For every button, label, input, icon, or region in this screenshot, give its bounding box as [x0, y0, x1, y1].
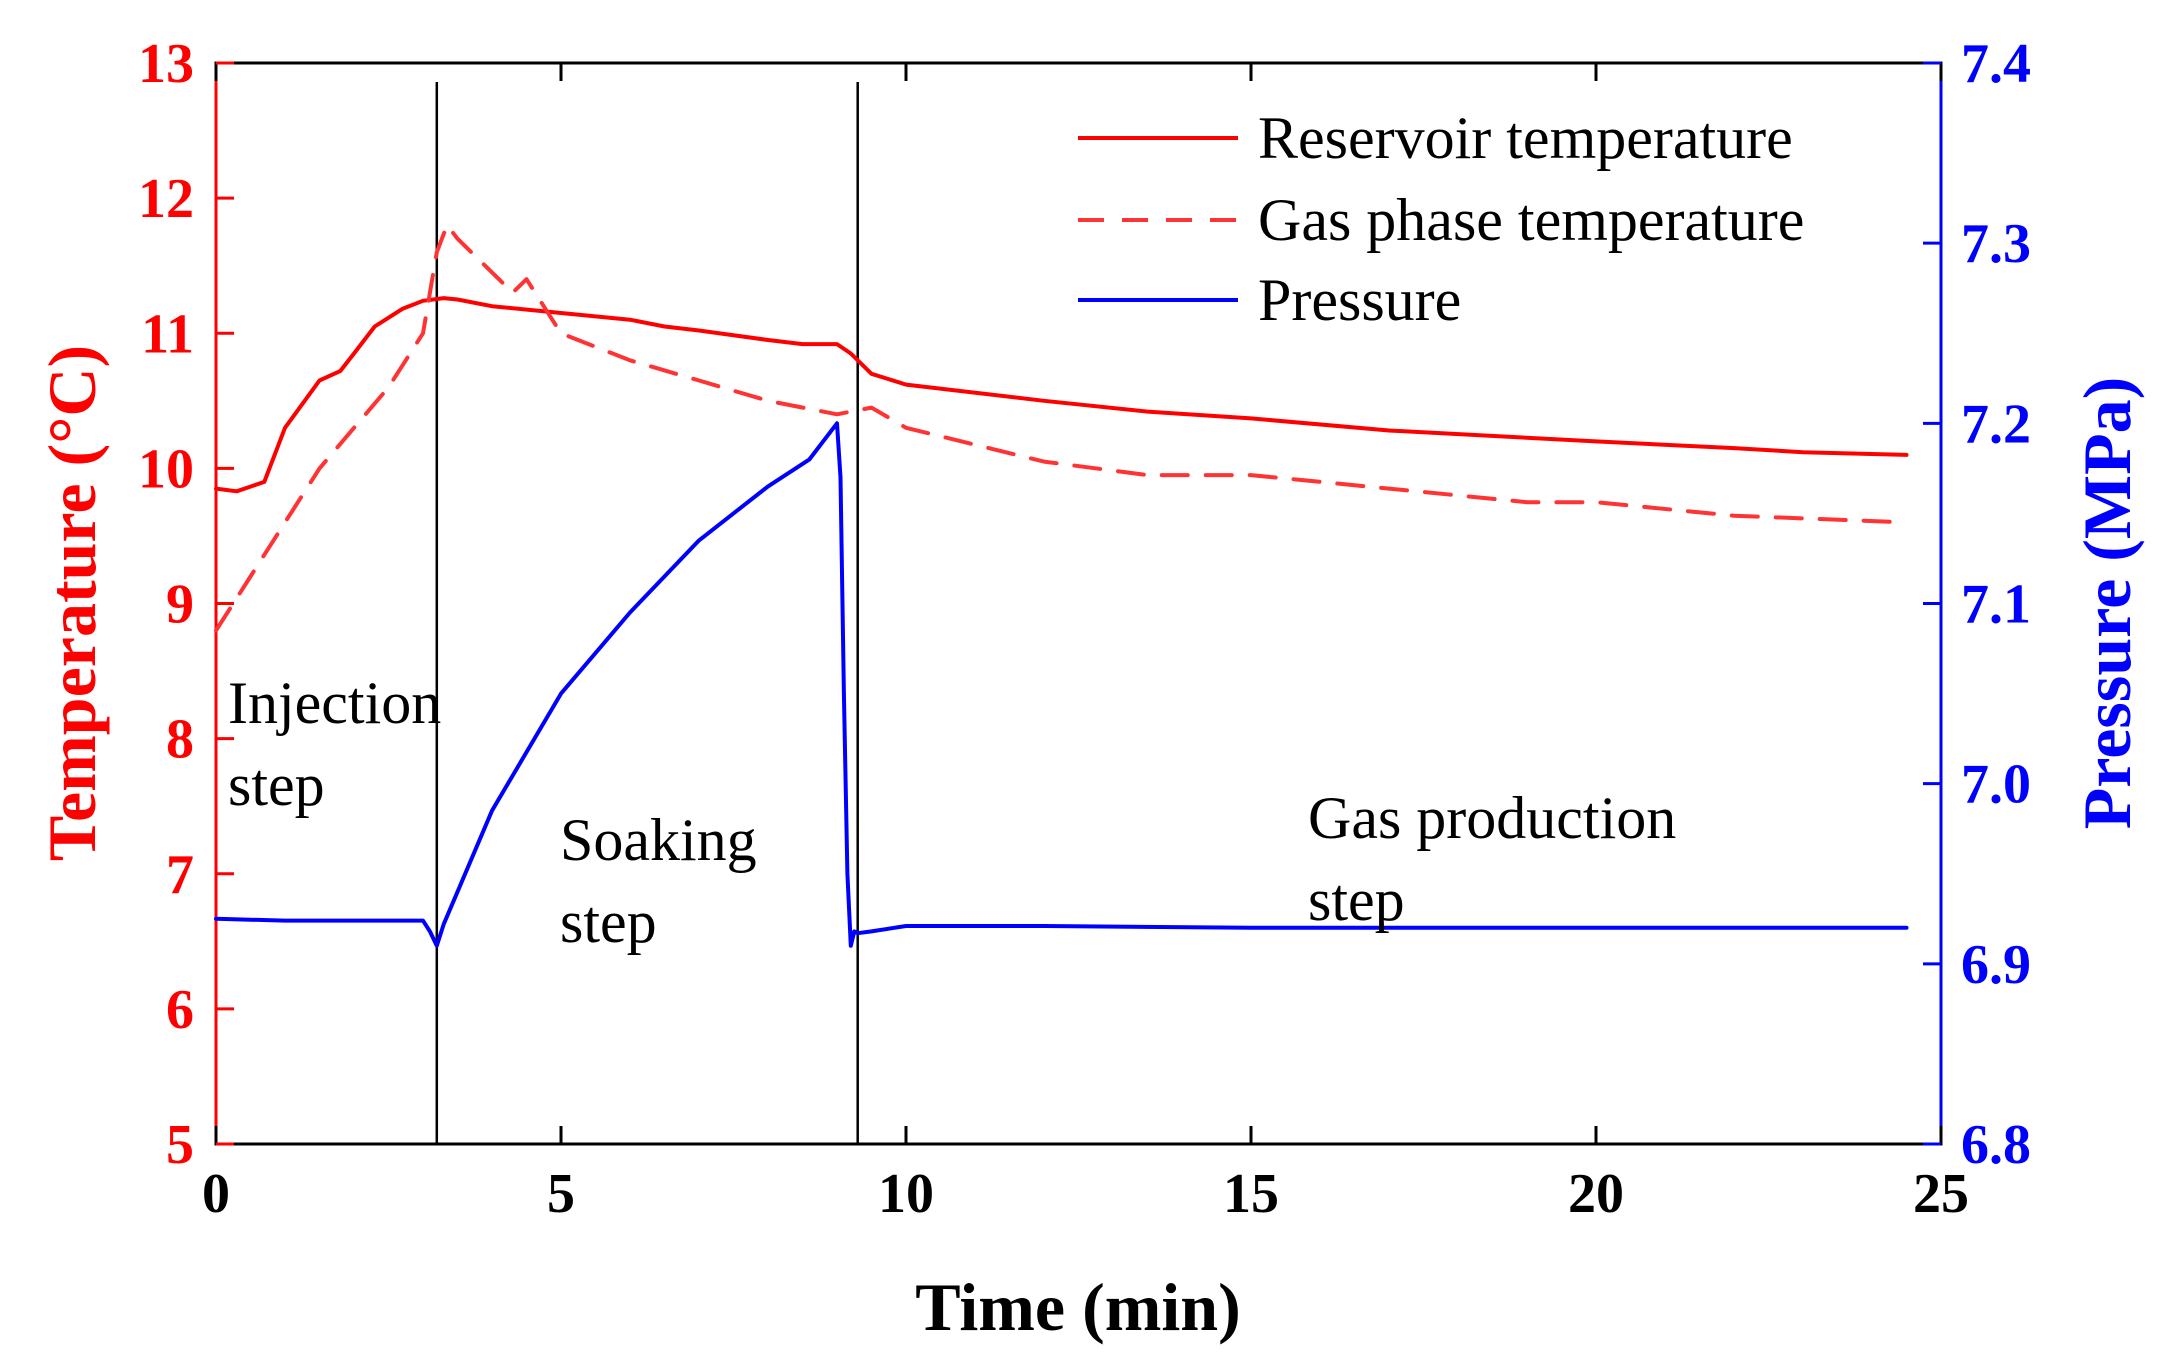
annotation-soaking-line1: Soaking	[560, 807, 757, 873]
y-left-axis-title: Temperature (°C)	[34, 345, 110, 861]
y-right-tick-label: 7.1	[1961, 574, 2031, 636]
legend-label-pressure: Pressure	[1258, 267, 1461, 333]
tick-labels: 0 5 10 15 20 2556789101112136.86.97.07.17.27.…	[138, 33, 2031, 1225]
annotation-production-line1: Gas production	[1308, 785, 1676, 851]
series-pressure	[214, 421, 1909, 948]
y-left-tick-label: 13	[138, 33, 194, 95]
x-tick-label: 10	[878, 1163, 934, 1225]
x-tick-label: 5	[547, 1163, 575, 1225]
y-right-tick-label: 7.0	[1961, 754, 2031, 816]
y-right-tick-label: 6.8	[1961, 1114, 2031, 1176]
annotation-injection-line1: Injection	[228, 670, 441, 736]
series-gas-phase-temperature	[214, 223, 1909, 633]
series-layer	[214, 223, 1909, 948]
annotation-soaking-line2: step	[560, 889, 657, 955]
x-axis-title: Time (min)	[915, 1269, 1241, 1345]
legend: Reservoir temperature Gas phase temperat…	[1078, 105, 1804, 333]
annotation-injection-line2: step	[228, 752, 325, 818]
y-left-tick-label: 12	[138, 168, 194, 230]
y-right-tick-label: 6.9	[1961, 934, 2031, 996]
annotation-production-line2: step	[1308, 867, 1405, 933]
axis-ticks	[214, 61, 1943, 1146]
y-right-tick-label: 7.2	[1961, 393, 2031, 455]
y-left-tick-label: 8	[166, 709, 194, 771]
x-tick-label: 15	[1223, 1163, 1279, 1225]
legend-label-reservoir: Reservoir temperature	[1258, 105, 1793, 171]
y-left-tick-label: 7	[166, 844, 194, 906]
y-left-tick-label: 11	[141, 303, 194, 365]
y-right-axis-title: Pressure (MPa)	[2069, 377, 2145, 830]
y-left-tick-label: 10	[138, 438, 194, 500]
legend-label-gas-phase: Gas phase temperature	[1258, 187, 1804, 253]
y-right-tick-label: 7.3	[1961, 213, 2031, 275]
y-left-tick-label: 9	[166, 574, 194, 636]
x-tick-label: 20	[1568, 1163, 1624, 1225]
x-tick-label: 25	[1913, 1163, 1969, 1225]
y-right-tick-label: 7.4	[1961, 33, 2031, 95]
x-tick-label: 0	[202, 1163, 230, 1225]
y-left-tick-label: 5	[166, 1114, 194, 1176]
series-reservoir-temperature	[214, 296, 1909, 494]
y-left-tick-label: 6	[166, 979, 194, 1041]
step-dividers	[435, 82, 859, 1144]
